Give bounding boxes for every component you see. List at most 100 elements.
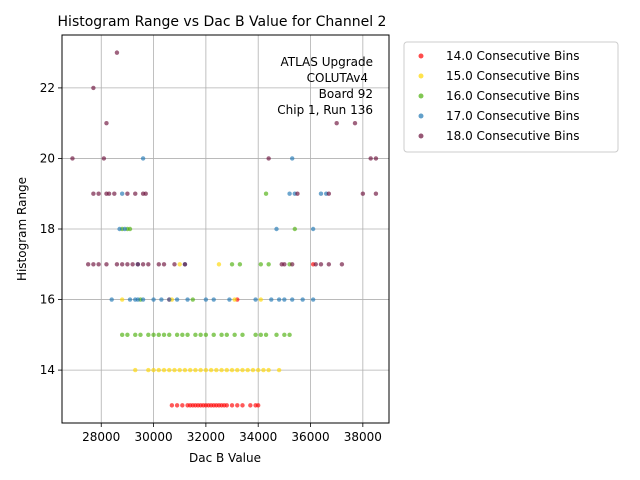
data-point	[151, 332, 156, 338]
data-point	[274, 332, 279, 338]
data-point	[119, 297, 125, 302]
legend-label: 17.0 Consecutive Bins	[446, 109, 579, 123]
data-point	[125, 262, 130, 267]
data-point	[133, 367, 138, 373]
data-point	[106, 191, 112, 196]
data-point	[232, 332, 237, 338]
annotation-line-1: ATLAS Upgrade	[280, 55, 373, 69]
data-point	[214, 367, 219, 373]
y-tick-label: 22	[40, 81, 55, 95]
data-point	[156, 367, 161, 373]
data-point	[368, 156, 373, 161]
y-tick-label: 20	[40, 151, 55, 165]
data-point	[125, 332, 130, 338]
data-point	[119, 332, 125, 338]
legend-marker	[418, 113, 424, 119]
data-point	[240, 403, 245, 408]
data-point	[235, 367, 240, 373]
data-point	[326, 262, 332, 267]
data-point	[167, 297, 172, 302]
data-point	[318, 262, 324, 267]
series-2	[119, 262, 282, 373]
data-point	[114, 50, 120, 55]
data-point	[119, 262, 125, 267]
data-point	[174, 332, 180, 338]
data-point	[245, 367, 250, 373]
data-point	[172, 262, 177, 267]
data-point	[203, 297, 209, 302]
data-point	[198, 367, 203, 373]
data-point	[237, 262, 243, 267]
data-point	[240, 332, 245, 338]
data-point	[174, 403, 180, 408]
data-point	[143, 191, 148, 196]
data-point	[224, 367, 230, 373]
data-point	[185, 297, 190, 302]
data-point	[310, 226, 316, 232]
data-point	[274, 226, 279, 232]
x-tick-label: 34000	[239, 430, 277, 444]
legend-marker	[418, 53, 424, 59]
data-point	[290, 262, 295, 267]
data-point	[130, 262, 135, 267]
x-tick-label: 30000	[134, 430, 172, 444]
data-point	[161, 367, 167, 373]
legend-items: 14.0 Consecutive Bins 15.0 Consecutive Bi…	[418, 49, 579, 143]
data-point	[133, 332, 138, 338]
data-point	[151, 297, 156, 302]
data-point	[109, 297, 114, 302]
data-point	[125, 191, 130, 196]
data-point	[248, 403, 253, 408]
data-point	[193, 332, 198, 338]
data-point	[133, 191, 138, 196]
series-5	[70, 50, 379, 267]
y-axis-label: Histogram Range	[15, 177, 29, 281]
legend-marker	[418, 93, 424, 99]
data-point	[256, 403, 261, 408]
y-tick-label: 14	[40, 363, 55, 377]
data-point	[85, 262, 91, 267]
data-point	[146, 367, 151, 373]
data-point	[300, 297, 305, 302]
data-point	[258, 262, 264, 267]
series-1	[167, 262, 316, 408]
legend-box	[403, 41, 619, 153]
data-point	[167, 332, 172, 338]
data-point	[224, 403, 230, 408]
data-point	[256, 367, 261, 373]
y-tick-label: 16	[40, 293, 55, 307]
data-point	[91, 85, 96, 91]
data-point	[276, 297, 282, 302]
data-point	[185, 332, 190, 338]
data-point	[292, 226, 298, 232]
data-point	[138, 332, 143, 338]
data-point	[326, 191, 332, 196]
data-point	[313, 262, 318, 267]
series-3	[119, 191, 298, 338]
data-point	[174, 297, 180, 302]
data-point	[117, 226, 122, 232]
data-point	[96, 191, 101, 196]
data-point	[279, 262, 284, 267]
data-point	[334, 120, 339, 126]
data-point	[135, 297, 141, 302]
data-point	[219, 367, 224, 373]
data-point	[151, 367, 156, 373]
data-point	[211, 332, 216, 338]
data-point	[295, 191, 300, 196]
legend-marker	[418, 133, 424, 139]
data-point	[177, 367, 182, 373]
data-point	[235, 403, 240, 408]
data-point	[263, 332, 269, 338]
data-point	[180, 332, 185, 338]
data-point	[240, 367, 245, 373]
data-point	[258, 332, 264, 338]
x-tick-label: 28000	[82, 430, 120, 444]
data-point	[182, 367, 188, 373]
data-point	[282, 297, 287, 302]
data-point	[169, 403, 175, 408]
data-point	[229, 403, 235, 408]
data-point	[352, 120, 358, 126]
data-point	[187, 367, 193, 373]
x-axis-label: Dac B Value	[189, 451, 261, 465]
